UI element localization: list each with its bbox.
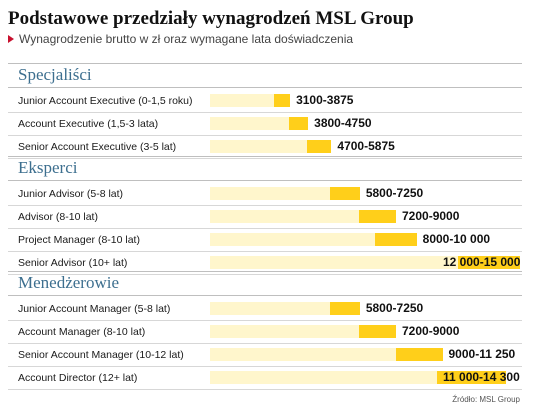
range-segment: [358, 325, 396, 338]
value-label: 5800-7250: [365, 301, 424, 315]
value-label: 5800-7250: [365, 186, 424, 200]
base-segment: [210, 302, 330, 315]
base-segment: [210, 371, 438, 384]
base-segment: [210, 187, 330, 200]
source-note: Źródło: MSL Group: [452, 395, 520, 404]
value-label: 9000-11 250: [448, 347, 516, 361]
section-divider: [8, 180, 522, 181]
section-divider: [8, 63, 522, 64]
value-label: 3800-4750: [314, 116, 372, 130]
range-segment: [307, 140, 332, 153]
row-label: Senior Account Manager (10-12 lat): [18, 349, 184, 361]
base-segment: [210, 94, 275, 107]
chart-subtitle: Wynagrodzenie brutto w zł oraz wymagane …: [8, 32, 353, 46]
section-divider: [8, 87, 522, 88]
base-segment: [210, 117, 289, 130]
row-label: Project Manager (8-10 lat): [18, 234, 140, 246]
range-segment: [329, 302, 360, 315]
row-divider: [8, 320, 522, 321]
value-label: 11 000-14 300: [443, 370, 520, 384]
section-divider: [8, 295, 522, 296]
row-label: Junior Advisor (5-8 lat): [18, 188, 124, 200]
chart-title: Podstawowe przedziały wynagrodzeń MSL Gr…: [8, 8, 414, 29]
salary-bar: 9000-11 250: [210, 347, 520, 361]
value-label: 4700-5875: [337, 139, 395, 153]
salary-bar: 3800-4750: [210, 116, 520, 130]
base-segment: [210, 233, 376, 246]
row-divider: [8, 366, 522, 367]
salary-bar: 12 000-15 000: [210, 255, 521, 269]
range-segment: [274, 94, 291, 107]
section-divider: [8, 271, 522, 272]
section-divider: [8, 156, 522, 157]
row-label: Account Manager (8-10 lat): [18, 326, 146, 338]
range-segment: [329, 187, 360, 200]
row-label: Senior Advisor (10+ lat): [18, 257, 128, 269]
base-segment: [210, 256, 458, 269]
value-label: 3100-3875: [296, 93, 354, 107]
row-label: Account Director (12+ lat): [18, 372, 138, 384]
range-segment: [375, 233, 417, 246]
row-label: Account Executive (1,5-3 lata): [18, 118, 159, 130]
range-segment: [288, 117, 309, 130]
range-segment: [358, 210, 396, 223]
base-segment: [210, 140, 308, 153]
base-segment: [210, 210, 359, 223]
row-divider: [8, 389, 522, 390]
salary-bar: 11 000-14 300: [210, 370, 520, 384]
value-label: 7200-9000: [402, 209, 460, 223]
section-title: Eksperci: [18, 158, 78, 177]
row-divider: [8, 135, 522, 136]
salary-bar: 7200-9000: [210, 209, 520, 223]
salary-bar: 5800-7250: [210, 186, 520, 200]
row-label: Advisor (8-10 lat): [18, 211, 98, 223]
range-segment: [458, 256, 520, 269]
row-divider: [8, 112, 522, 113]
base-segment: [210, 325, 359, 338]
range-segment: [437, 371, 506, 384]
salary-bar: 3100-3875: [210, 93, 520, 107]
row-divider: [8, 274, 522, 275]
row-divider: [8, 251, 522, 252]
value-label: 8000-10 000: [422, 232, 491, 246]
row-divider: [8, 158, 522, 159]
row-label: Senior Account Executive (3-5 lat): [18, 141, 177, 153]
salary-bar: 4700-5875: [210, 139, 520, 153]
row-label: Junior Account Manager (5-8 lat): [18, 303, 171, 315]
section-title: Menedżerowie: [18, 273, 120, 292]
subtitle-text: Wynagrodzenie brutto w zł oraz wymagane …: [19, 32, 354, 46]
triangle-marker-icon: [8, 35, 14, 43]
value-label: 12 000-15 000: [443, 255, 521, 269]
salary-bar: 8000-10 000: [210, 232, 520, 246]
value-label: 7200-9000: [402, 324, 460, 338]
base-segment: [210, 348, 396, 361]
row-divider: [8, 205, 522, 206]
row-divider: [8, 343, 522, 344]
row-label: Junior Account Executive (0-1,5 roku): [18, 95, 193, 107]
section-title: Specjaliści: [18, 65, 92, 84]
salary-bar: 5800-7250: [210, 301, 520, 315]
range-segment: [396, 348, 443, 361]
salary-bar: 7200-9000: [210, 324, 520, 338]
row-divider: [8, 228, 522, 229]
